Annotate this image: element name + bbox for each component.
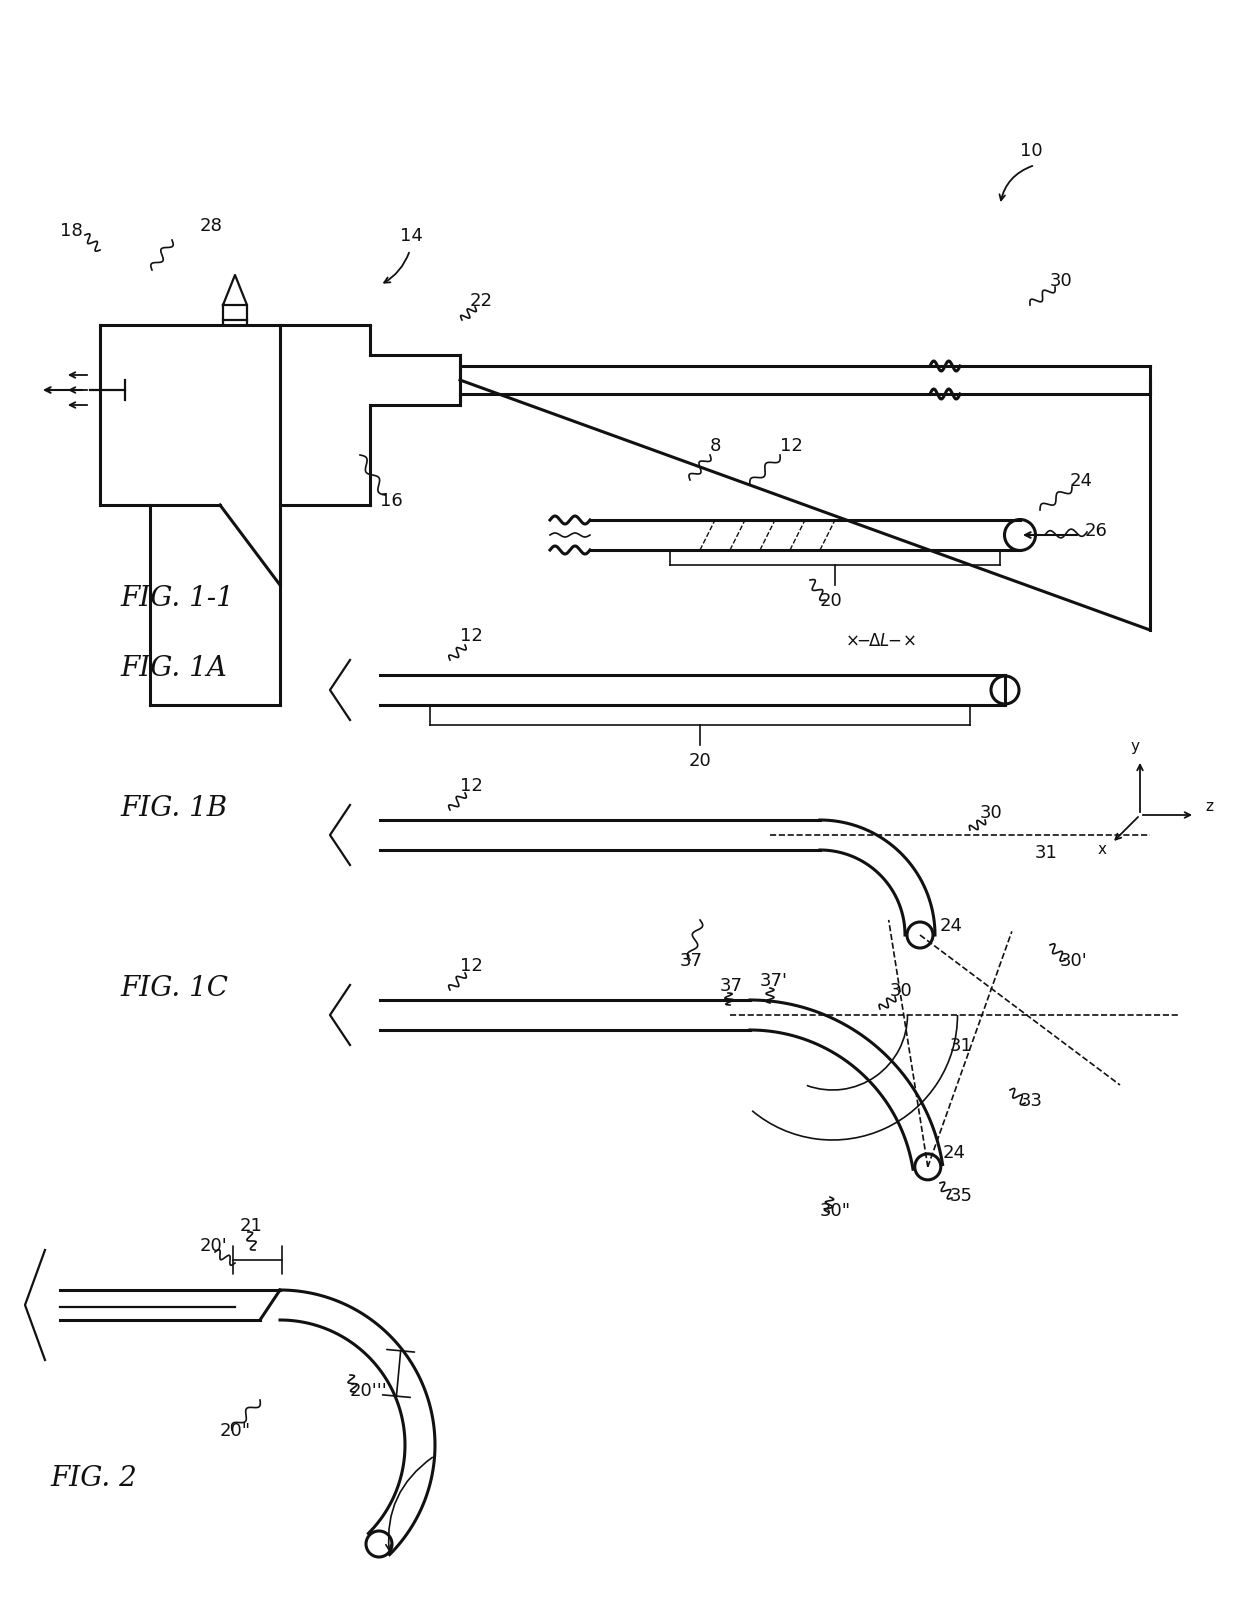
Text: 24: 24 <box>940 916 963 934</box>
Text: 28: 28 <box>200 217 223 234</box>
Text: 8: 8 <box>711 437 722 454</box>
Text: $\times\!\!-\!\!\Delta L\!\!-\!\!\times$: $\times\!\!-\!\!\Delta L\!\!-\!\!\times$ <box>844 632 915 650</box>
Text: 18: 18 <box>60 221 83 239</box>
Text: z: z <box>1205 799 1213 814</box>
Text: 30: 30 <box>1050 271 1073 291</box>
Text: 37: 37 <box>720 976 743 995</box>
Text: x: x <box>1097 841 1106 857</box>
Text: 14: 14 <box>401 226 423 246</box>
Text: FIG. 1C: FIG. 1C <box>120 974 228 1002</box>
Text: 33: 33 <box>1021 1091 1043 1109</box>
Text: 26: 26 <box>1085 522 1107 539</box>
Text: 10: 10 <box>1021 141 1043 160</box>
Text: y: y <box>1131 738 1140 753</box>
Text: 20: 20 <box>688 751 712 769</box>
Text: 31: 31 <box>1035 844 1058 862</box>
Text: 20: 20 <box>820 592 843 610</box>
Text: 30: 30 <box>980 804 1003 822</box>
Text: 12: 12 <box>460 626 482 645</box>
Text: 30": 30" <box>820 1201 851 1220</box>
Text: 22: 22 <box>470 292 494 310</box>
Text: 12: 12 <box>460 957 482 974</box>
Text: 12: 12 <box>460 777 482 794</box>
Text: FIG. 1A: FIG. 1A <box>120 655 227 682</box>
Text: 30': 30' <box>1060 952 1087 969</box>
Text: 20": 20" <box>219 1420 252 1440</box>
Text: 30: 30 <box>890 981 913 1000</box>
Text: 24: 24 <box>1070 472 1092 490</box>
Text: FIG. 2: FIG. 2 <box>50 1464 136 1491</box>
Text: 16: 16 <box>379 491 403 510</box>
Text: 35: 35 <box>950 1186 973 1204</box>
Text: 20': 20' <box>200 1236 228 1254</box>
Text: 21: 21 <box>241 1217 263 1234</box>
Text: 24: 24 <box>942 1143 966 1160</box>
Text: 20''': 20''' <box>350 1382 388 1400</box>
Text: FIG. 1B: FIG. 1B <box>120 794 227 822</box>
Text: 37: 37 <box>680 952 703 969</box>
Text: 37': 37' <box>760 971 787 989</box>
Text: 31: 31 <box>950 1037 973 1054</box>
Text: 12: 12 <box>780 437 802 454</box>
Text: FIG. 1-1: FIG. 1-1 <box>120 584 234 612</box>
